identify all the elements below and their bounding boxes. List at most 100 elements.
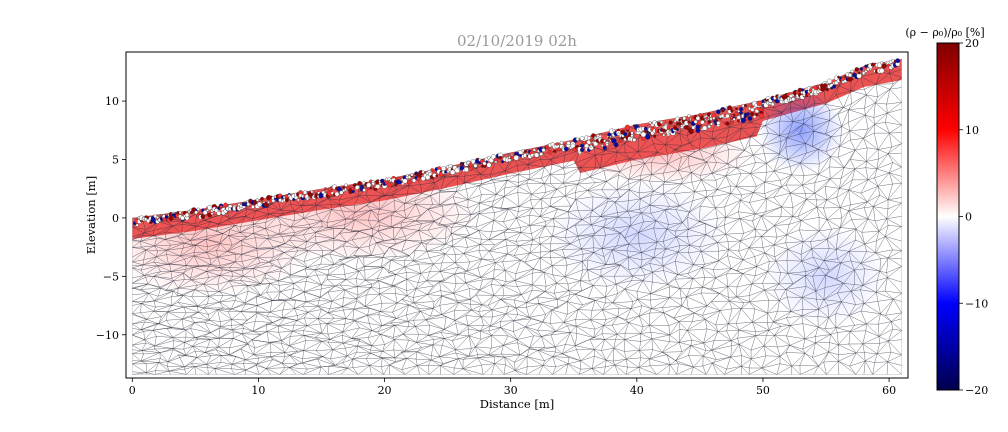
surface-cell xyxy=(582,140,587,145)
surface-cell xyxy=(725,113,730,119)
surface-cell xyxy=(366,182,372,188)
surface-cell xyxy=(844,75,847,78)
y-tick-label: 5 xyxy=(112,153,119,166)
surface-cell xyxy=(342,186,346,190)
plot-frame xyxy=(125,51,909,379)
surface-cell xyxy=(662,133,666,137)
surface-cell xyxy=(162,217,167,222)
surface-cell xyxy=(725,121,730,126)
surface-cell xyxy=(402,178,408,184)
surface-cell xyxy=(223,202,228,208)
surface-cell xyxy=(546,146,550,150)
x-tick-label: 40 xyxy=(630,384,644,397)
surface-cell xyxy=(756,100,762,107)
surface-cell xyxy=(164,215,169,219)
surface-cell xyxy=(354,185,360,190)
triangular-mesh xyxy=(132,59,902,375)
surface-cell xyxy=(284,198,289,203)
surface-cell xyxy=(369,186,373,190)
surface-cell xyxy=(430,168,435,172)
surface-cell xyxy=(750,111,755,117)
surface-cell xyxy=(602,145,607,150)
surface-cell xyxy=(771,102,775,107)
surface-cell xyxy=(695,128,701,133)
surface-cell xyxy=(468,166,474,171)
surface-cell xyxy=(362,188,366,192)
surface-cell xyxy=(739,111,743,115)
colorbar-ticks: −20 −10 0 10 20 xyxy=(959,37,988,397)
surface-cell xyxy=(463,166,469,173)
surface-cell xyxy=(217,206,221,210)
surface-cell xyxy=(653,134,657,138)
surface-cell xyxy=(714,118,718,122)
surface-cell xyxy=(523,149,527,153)
surface-cell xyxy=(184,212,190,218)
surface-cell xyxy=(693,119,698,124)
surface-cell xyxy=(675,128,679,131)
surface-cell xyxy=(271,199,276,203)
surface-cell xyxy=(580,147,585,152)
surface-cell xyxy=(854,67,859,72)
surface-cell xyxy=(513,155,519,161)
surface-cell xyxy=(623,132,628,137)
surface-cell xyxy=(407,180,412,185)
surface-cell xyxy=(441,166,447,172)
surface-cell xyxy=(482,161,487,166)
surface-cell xyxy=(202,210,208,215)
surface-cell xyxy=(255,198,259,202)
surface-cell xyxy=(879,68,885,74)
surface-cell xyxy=(246,202,251,207)
x-tick-label: 0 xyxy=(129,384,136,397)
surface-cell xyxy=(559,140,564,145)
surface-cell xyxy=(659,120,664,124)
surface-cell xyxy=(557,147,562,152)
surface-cell xyxy=(260,196,264,201)
surface-cell xyxy=(707,120,711,124)
surface-cell xyxy=(330,191,334,195)
plot-area xyxy=(125,51,909,379)
surface-cell xyxy=(507,158,512,162)
x-tick-label: 60 xyxy=(882,384,896,397)
colorbar-tick-label: 20 xyxy=(965,37,979,50)
surface-cell xyxy=(702,125,708,131)
surface-cell xyxy=(580,143,585,148)
surface-cell xyxy=(755,112,759,117)
y-tick-label: −5 xyxy=(103,270,119,283)
surface-cell xyxy=(324,187,327,191)
surface-cell xyxy=(737,109,741,113)
surface-cell xyxy=(296,198,300,202)
surface-cell xyxy=(682,116,687,121)
surface-cell xyxy=(410,173,414,177)
surface-cell xyxy=(861,71,866,75)
surface-cell xyxy=(398,180,403,185)
colorbar-label: (ρ − ρ₀)/ρ₀ [%] xyxy=(905,26,984,39)
surface-cell xyxy=(744,104,747,108)
surface-cell xyxy=(716,121,721,125)
surface-cell xyxy=(547,150,553,155)
surface-cell xyxy=(470,158,476,164)
surface-cell xyxy=(386,182,392,188)
surface-cell xyxy=(734,112,739,116)
colorbar: (ρ − ρ₀)/ρ₀ [%] −20 −10 0 10 20 xyxy=(905,26,988,397)
surface-cell xyxy=(555,142,559,146)
surface-cell xyxy=(605,142,609,147)
surface-cell xyxy=(746,112,750,116)
surface-cell xyxy=(705,116,709,120)
x-tick-label: 10 xyxy=(251,384,265,397)
surface-cell xyxy=(207,205,213,211)
surface-cell xyxy=(314,193,319,197)
surface-cell xyxy=(707,124,711,129)
surface-cell xyxy=(710,122,713,126)
chart-title: 02/10/2019 02h xyxy=(457,32,577,50)
surface-cell xyxy=(501,160,505,164)
surface-cell xyxy=(850,69,854,73)
surface-cell xyxy=(611,138,617,144)
x-axis-label: Distance [m] xyxy=(480,397,554,411)
surface-cell xyxy=(887,63,891,67)
surface-cell xyxy=(687,120,691,124)
y-tick-label: −10 xyxy=(96,329,119,342)
surface-cell xyxy=(640,131,647,138)
surface-cell xyxy=(648,121,652,125)
surface-cell xyxy=(859,67,863,71)
surface-cell xyxy=(624,124,631,131)
